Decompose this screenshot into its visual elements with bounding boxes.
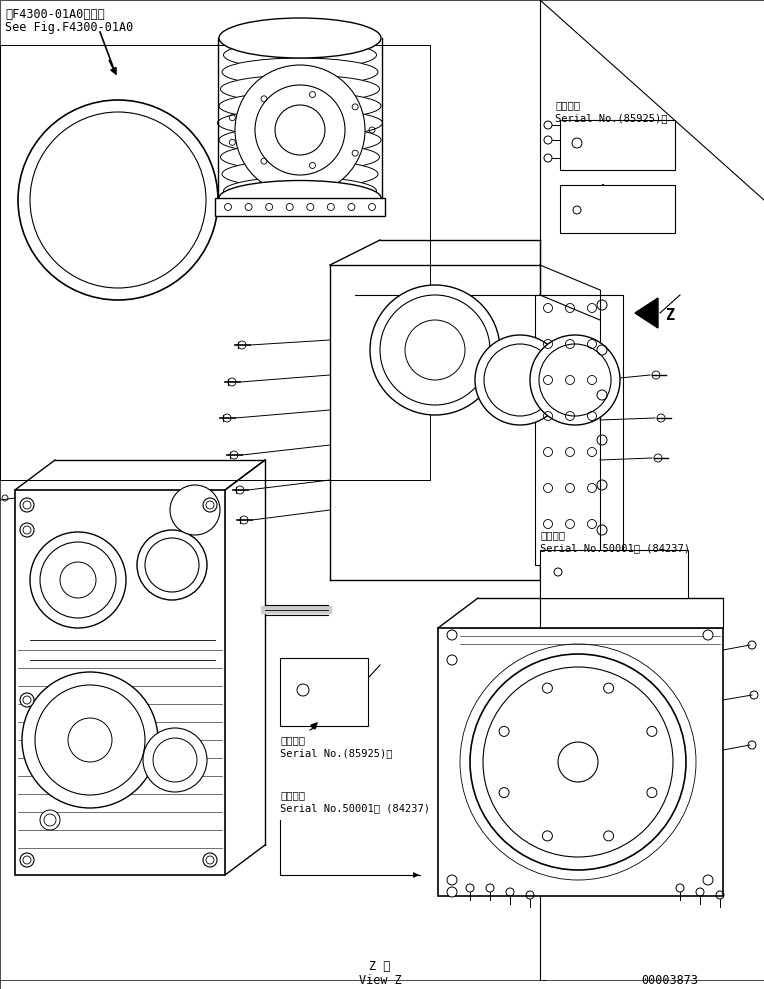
Circle shape [703, 875, 713, 885]
Circle shape [30, 532, 126, 628]
Text: Serial No.50001～ (84237): Serial No.50001～ (84237) [280, 803, 430, 813]
Circle shape [40, 810, 60, 830]
Text: Z 視: Z 視 [369, 960, 390, 973]
Polygon shape [635, 298, 658, 328]
Circle shape [447, 887, 457, 897]
Circle shape [475, 335, 565, 425]
Circle shape [447, 655, 457, 665]
Ellipse shape [224, 41, 377, 69]
Ellipse shape [221, 75, 380, 103]
Circle shape [143, 728, 207, 792]
Bar [438, 628, 723, 896]
Ellipse shape [219, 92, 381, 120]
Circle shape [22, 672, 158, 808]
Text: Serial No.(85925)～: Serial No.(85925)～ [555, 113, 668, 123]
Ellipse shape [255, 85, 345, 175]
Ellipse shape [222, 58, 378, 86]
Text: 00003873: 00003873 [642, 974, 698, 987]
Bar [215, 198, 385, 216]
Text: 第F4300-01A0図参照: 第F4300-01A0図参照 [5, 8, 105, 21]
Text: 適用号機: 適用号機 [540, 530, 565, 540]
Circle shape [203, 498, 217, 512]
Text: 適用号機: 適用号機 [280, 735, 305, 745]
Ellipse shape [275, 105, 325, 155]
Circle shape [572, 138, 582, 148]
Text: Serial No.50001～ (84237): Serial No.50001～ (84237) [540, 543, 690, 553]
Bar [280, 658, 368, 726]
Text: 適用号機: 適用号機 [555, 100, 580, 110]
Text: 適用号機: 適用号機 [280, 790, 305, 800]
Ellipse shape [235, 65, 365, 195]
Text: See Fig.F4300-01A0: See Fig.F4300-01A0 [5, 21, 133, 34]
Circle shape [703, 630, 713, 640]
Ellipse shape [219, 18, 381, 58]
Ellipse shape [218, 109, 383, 137]
Ellipse shape [221, 143, 380, 171]
Circle shape [137, 530, 207, 600]
Text: Serial No.(85925)～: Serial No.(85925)～ [280, 748, 393, 758]
Circle shape [447, 875, 457, 885]
Circle shape [530, 335, 620, 425]
Circle shape [20, 693, 34, 707]
Circle shape [297, 684, 309, 696]
Circle shape [20, 853, 34, 867]
Ellipse shape [222, 160, 378, 188]
Circle shape [203, 853, 217, 867]
Circle shape [170, 485, 220, 535]
Ellipse shape [224, 177, 377, 205]
Circle shape [447, 630, 457, 640]
Ellipse shape [219, 181, 381, 216]
Circle shape [370, 285, 500, 415]
Bar [540, 550, 688, 598]
Bar [535, 295, 623, 565]
Text: Z: Z [665, 308, 674, 323]
Bar [15, 490, 225, 875]
Bar [560, 120, 675, 170]
Circle shape [470, 654, 686, 870]
Text: View Z: View Z [358, 974, 401, 987]
Bar [560, 185, 675, 233]
Circle shape [20, 498, 34, 512]
Ellipse shape [225, 24, 375, 52]
Circle shape [20, 523, 34, 537]
Text: -: - [542, 974, 549, 987]
Ellipse shape [219, 126, 381, 154]
